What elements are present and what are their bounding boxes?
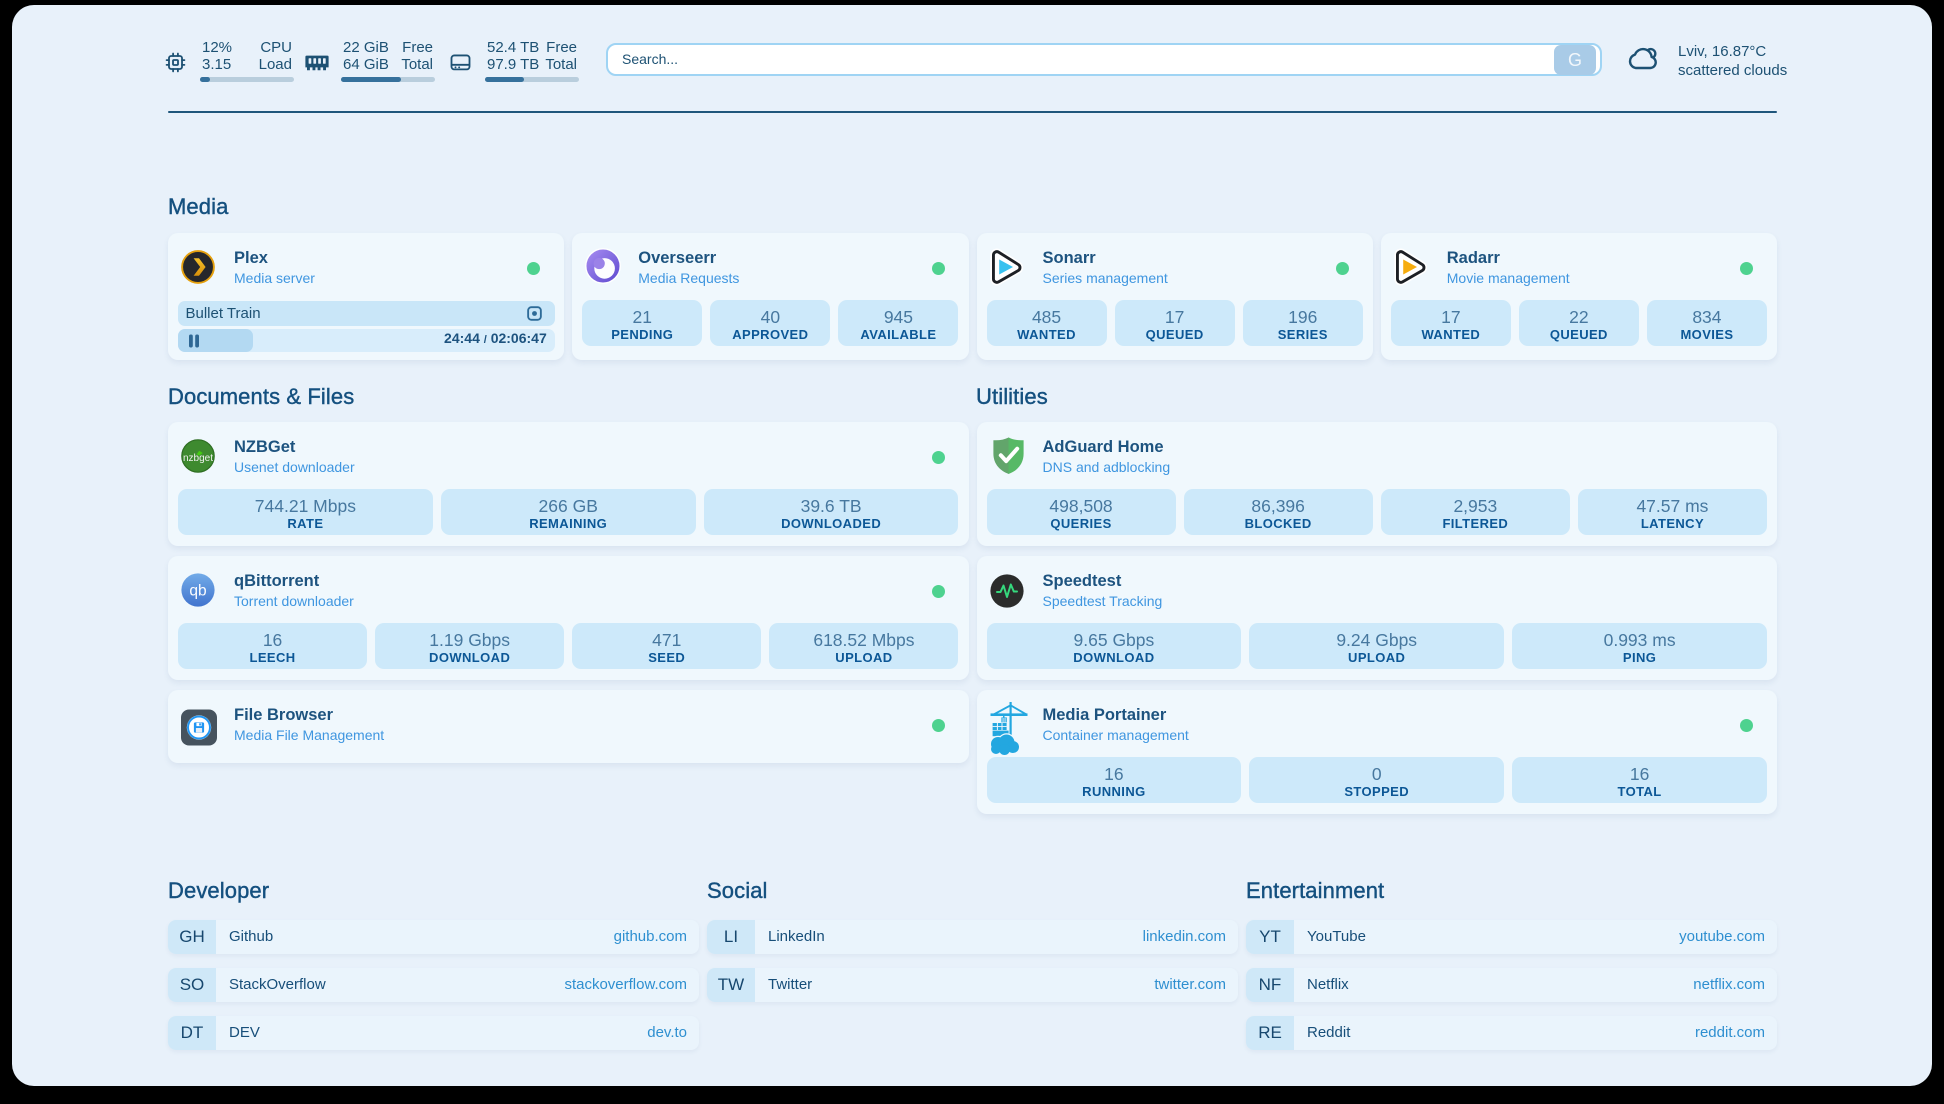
svg-text:nzbget: nzbget: [183, 453, 213, 464]
svg-text:qb: qb: [189, 583, 206, 600]
